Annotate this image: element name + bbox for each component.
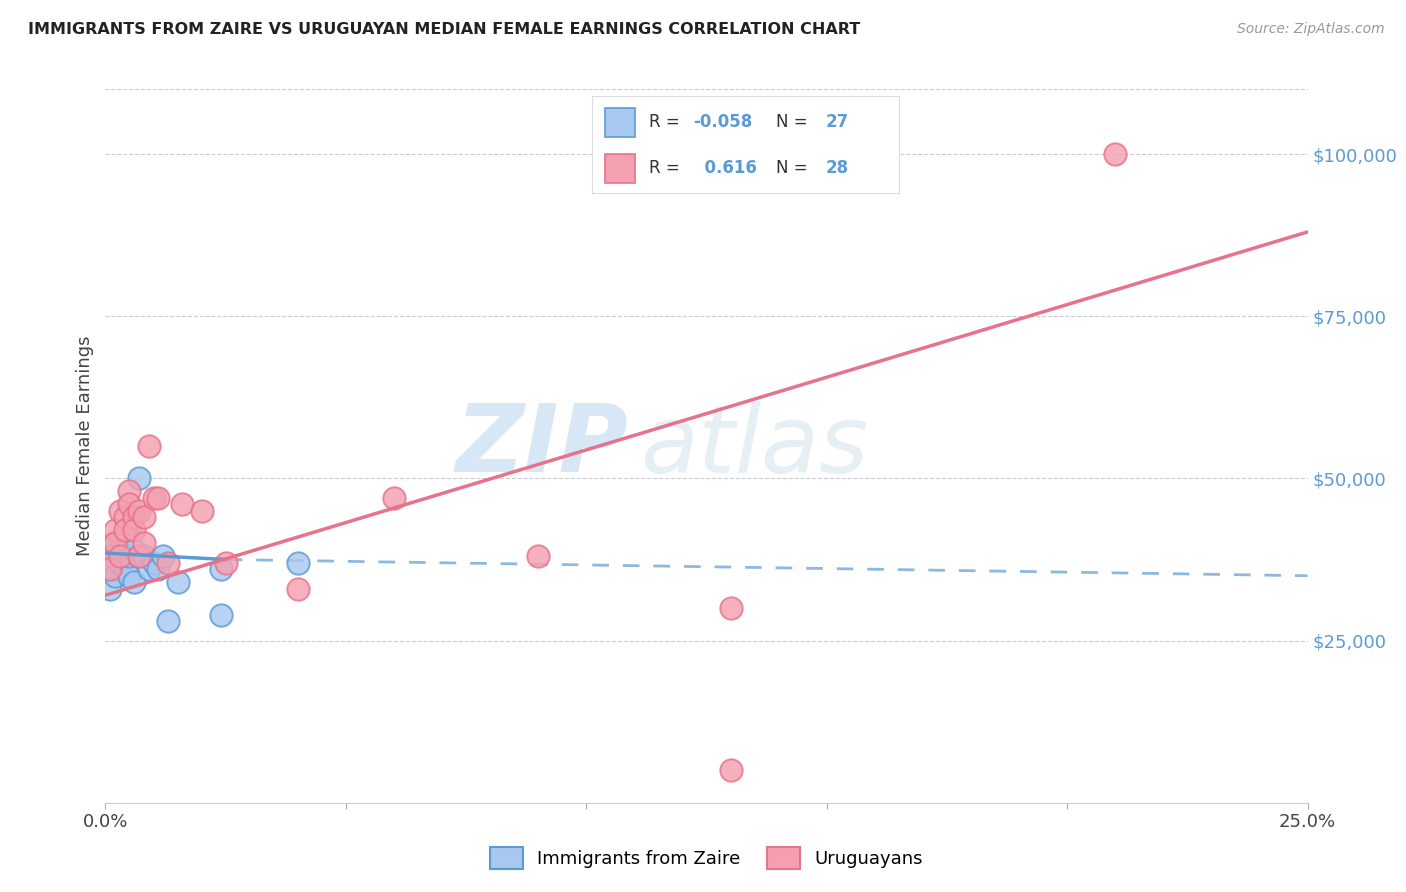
Point <box>128 549 150 564</box>
Point <box>138 439 160 453</box>
Point <box>124 575 146 590</box>
Point <box>114 524 136 538</box>
Legend: Immigrants from Zaire, Uruguayans: Immigrants from Zaire, Uruguayans <box>482 839 931 876</box>
Point <box>138 562 160 576</box>
Point <box>142 491 165 505</box>
Text: IMMIGRANTS FROM ZAIRE VS URUGUAYAN MEDIAN FEMALE EARNINGS CORRELATION CHART: IMMIGRANTS FROM ZAIRE VS URUGUAYAN MEDIA… <box>28 22 860 37</box>
Point <box>382 491 405 505</box>
Point <box>152 549 174 564</box>
Point <box>104 556 127 570</box>
Point <box>128 504 150 518</box>
Point <box>1104 147 1126 161</box>
Point <box>720 601 742 615</box>
Point <box>287 556 309 570</box>
Point <box>98 582 121 596</box>
Point <box>114 562 136 576</box>
Point <box>124 524 146 538</box>
Point <box>720 764 742 778</box>
Point <box>98 562 121 576</box>
Point <box>108 542 131 557</box>
Point <box>148 562 170 576</box>
Point <box>118 524 141 538</box>
Text: ZIP: ZIP <box>456 400 628 492</box>
Point <box>118 484 141 499</box>
Point <box>214 556 236 570</box>
Point <box>104 524 127 538</box>
Point <box>209 607 232 622</box>
Point <box>287 582 309 596</box>
Point <box>118 497 141 511</box>
Point <box>108 504 131 518</box>
Point <box>156 556 179 570</box>
Text: Source: ZipAtlas.com: Source: ZipAtlas.com <box>1237 22 1385 37</box>
Point <box>156 614 179 628</box>
Point <box>114 510 136 524</box>
Point <box>190 504 212 518</box>
Point <box>132 536 155 550</box>
Point <box>132 510 155 524</box>
Point <box>172 497 194 511</box>
Point <box>114 549 136 564</box>
Point <box>98 549 121 564</box>
Point <box>124 510 146 524</box>
Point <box>128 471 150 485</box>
Point <box>142 556 165 570</box>
Point <box>124 542 146 557</box>
Point <box>148 491 170 505</box>
Point <box>118 549 141 564</box>
Point <box>118 568 141 582</box>
Point <box>128 549 150 564</box>
Point <box>104 568 127 582</box>
Point <box>108 549 131 564</box>
Point <box>104 536 127 550</box>
Point <box>527 549 550 564</box>
Point <box>98 549 121 564</box>
Y-axis label: Median Female Earnings: Median Female Earnings <box>76 335 94 557</box>
Point <box>108 556 131 570</box>
Point <box>132 549 155 564</box>
Text: atlas: atlas <box>640 401 869 491</box>
Point <box>98 562 121 576</box>
Point <box>166 575 188 590</box>
Point <box>104 536 127 550</box>
Point <box>209 562 232 576</box>
